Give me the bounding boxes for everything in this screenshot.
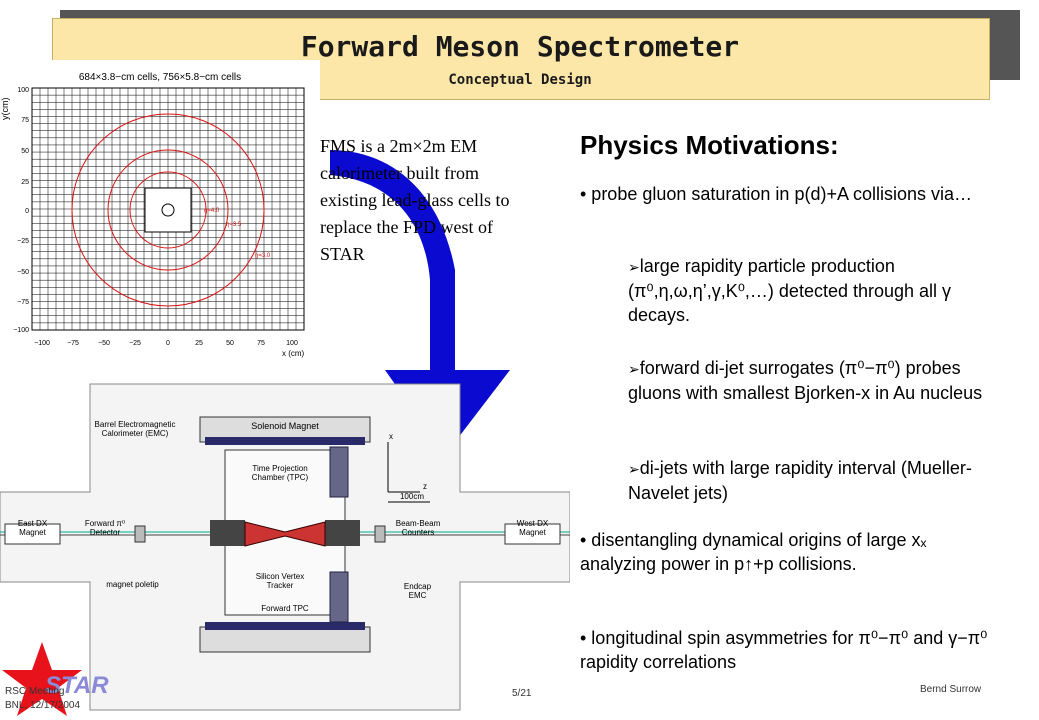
label-tpc: Time Projection Chamber (TPC) <box>251 464 309 482</box>
beam-hole <box>144 187 192 233</box>
bullet-gluon-saturation: • probe gluon saturation in p(d)+A colli… <box>580 184 973 204</box>
bullet-analyzing-power: • disentangling dynamical origins of lar… <box>580 530 927 574</box>
physics-heading: Physics Motivations: <box>580 130 839 160</box>
label-axis-z: z <box>423 482 427 491</box>
eta-label-3: η=3.0 <box>255 253 271 259</box>
label-magnet-poletip: magnet poletip <box>106 580 159 589</box>
footer-date: BNL, 12/17/2004 <box>5 700 81 711</box>
x-tick: 25 <box>195 340 203 347</box>
label-scale: 100cm <box>399 492 424 501</box>
fms-description: FMS is a 2m×2m EM calorimeter built from… <box>320 136 510 264</box>
y-tick: 75 <box>21 117 29 124</box>
subbullet-text: forward di-jet surrogates (π⁰−π⁰) probes… <box>628 358 983 403</box>
x-tick: −100 <box>34 340 50 347</box>
label-axis-x: x <box>389 432 393 441</box>
star-logo-icon <box>2 642 82 716</box>
x-tick: 75 <box>257 340 265 347</box>
x-tick: 100 <box>286 340 298 347</box>
x-tick: 0 <box>166 340 170 347</box>
plot-ylabel: y(cm) <box>0 98 10 121</box>
label-solenoid: Solenoid Magnet <box>251 421 319 431</box>
label-forward-pi0: Forward π⁰ Detector <box>84 519 126 537</box>
subbullet-text: di-jets with large rapidity interval (Mu… <box>628 458 972 503</box>
label-ftpc: Forward TPC <box>261 604 309 613</box>
arrow-bullet-icon: ➢ <box>628 259 640 275</box>
x-tick: −25 <box>129 340 141 347</box>
label-east-dx: East DX Magnet <box>17 519 48 537</box>
plot-header: 684×3.8−cm cells, 756×5.8−cm cells <box>79 72 241 83</box>
label-barrel-emc: Barrel Electromagnetic Calorimeter (EMC) <box>94 420 176 438</box>
star-logo-text: STAR <box>45 672 109 699</box>
y-tick: −75 <box>17 299 29 306</box>
page-number: 5/21 <box>512 688 532 699</box>
footer-meeting: RSC Meeting <box>5 686 65 697</box>
x-tick: −75 <box>67 340 79 347</box>
subbullet-mueller-navelet: ➢di-jets with large rapidity interval (M… <box>628 456 1008 505</box>
arrow-bullet-icon: ➢ <box>628 461 640 477</box>
y-tick: 100 <box>17 87 29 94</box>
label-svt: Silicon Vertex Tracker <box>255 572 305 590</box>
y-tick: 50 <box>21 148 29 155</box>
subbullet-dijet-surrogates: ➢forward di-jet surrogates (π⁰−π⁰) probe… <box>628 356 1008 405</box>
arrow-bullet-icon: ➢ <box>628 361 640 377</box>
blue-arrow <box>330 150 510 455</box>
slide-title: Forward Meson Spectrometer <box>300 30 740 63</box>
subbullet-text: large rapidity particle production (π⁰,η… <box>628 256 952 325</box>
x-tick: −50 <box>98 340 110 347</box>
label-beam-beam: Beam-Beam Counters <box>395 519 441 537</box>
star-detector-diagram: Solenoid Magnet Barrel Electromagnetic C… <box>0 382 570 712</box>
bullet-spin-asymmetries: • longitudinal spin asymmetries for π⁰−π… <box>580 628 988 672</box>
y-tick: 25 <box>21 179 29 186</box>
y-tick: 0 <box>25 208 29 215</box>
calorimeter-grid-plot: 684×3.8−cm cells, 756×5.8−cm cells y(cm)… <box>0 60 320 360</box>
label-endcap-emc: Endcap EMC <box>403 582 432 600</box>
eta-label-2: η=3.5 <box>226 222 242 228</box>
y-tick: −50 <box>17 269 29 276</box>
plot-xlabel: x (cm) <box>282 349 305 358</box>
y-tick: −100 <box>13 327 29 334</box>
eta-label-1: η=4.0 <box>204 208 220 214</box>
slide-subtitle: Conceptual Design <box>448 72 592 88</box>
label-west-dx: West DX Magnet <box>516 519 549 537</box>
footer-author: Bernd Surrow <box>920 684 982 695</box>
y-tick: −25 <box>17 238 29 245</box>
x-tick: 50 <box>226 340 234 347</box>
subbullet-large-rapidity: ➢large rapidity particle production (π⁰,… <box>628 254 1008 327</box>
